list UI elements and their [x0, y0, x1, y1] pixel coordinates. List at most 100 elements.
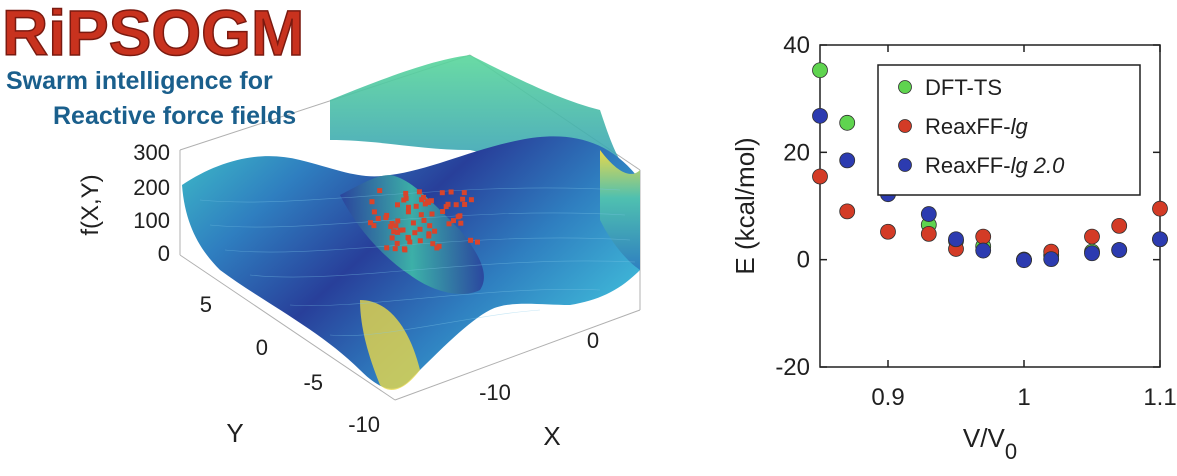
data-point [839, 203, 856, 220]
legend-label-main: ReaxFF- [925, 153, 1011, 178]
z-tick-label: 100 [133, 208, 170, 233]
legend-label-tail: 2.0 [1028, 153, 1065, 178]
particle [468, 237, 474, 243]
data-point [880, 223, 896, 240]
legend-marker [898, 158, 912, 172]
y-tick-label: -20 [775, 354, 810, 381]
banner: RiPSOGM Swarm intelligence for Reactive … [1, 0, 305, 130]
y-tick-label: 0 [256, 335, 268, 360]
data-point [812, 62, 828, 79]
particle [457, 213, 463, 219]
data-points [812, 62, 1168, 269]
particle [422, 201, 428, 207]
particle [416, 189, 422, 195]
y-tick-label: 0 [797, 247, 810, 274]
particle [394, 240, 400, 246]
particle [448, 189, 454, 195]
legend-marker [898, 119, 912, 133]
particle [377, 188, 383, 194]
data-point [812, 107, 828, 124]
particle [371, 209, 377, 215]
particle [375, 216, 381, 221]
swarm-particles [368, 188, 480, 253]
particle [400, 227, 406, 233]
banner-subtitle-line2: Reactive force fields [53, 102, 296, 130]
particle [412, 230, 418, 236]
x-axis-label: V/V0 [963, 423, 1017, 464]
x-axis-label-subscript: 0 [1005, 439, 1017, 464]
particle [439, 190, 445, 196]
data-point [1084, 228, 1100, 245]
legend-label-italic: lg [1011, 114, 1029, 139]
legend-label-italic: lg [1011, 153, 1029, 178]
particle [430, 241, 436, 247]
data-point [1084, 245, 1100, 262]
particle [371, 223, 377, 229]
data-point [1043, 251, 1060, 268]
particle [410, 220, 416, 226]
particle [401, 246, 407, 252]
y-tick-label: 20 [783, 139, 810, 166]
surface-right-wall [600, 150, 640, 270]
y-axis-label: E (kcal/mol) [730, 137, 760, 274]
x-tick-label: 1.1 [1143, 384, 1176, 411]
particle [397, 227, 403, 233]
particle [393, 223, 399, 229]
particle [427, 223, 433, 229]
surface-y-label: Y [226, 418, 243, 448]
particle [432, 228, 438, 234]
y-axis: -20 0 20 40 [775, 32, 1160, 381]
legend-box [877, 64, 1141, 196]
surface-y-ticks: 5 0 -5 -10 [200, 292, 380, 437]
legend-label-main: ReaxFF- [925, 114, 1011, 139]
particle [428, 198, 434, 204]
surface-z-ticks: 300 200 100 0 [133, 140, 170, 266]
particle [403, 195, 409, 201]
legend-label-main: DFT-TS [925, 75, 1002, 100]
data-point [1111, 217, 1128, 234]
particle [405, 209, 411, 215]
particle [383, 215, 389, 221]
y-tick-label: 5 [200, 292, 212, 317]
particle [462, 202, 468, 207]
particle [417, 226, 423, 232]
y-tick-label: -5 [303, 370, 323, 395]
data-point [975, 228, 992, 245]
particle [429, 211, 435, 217]
particle [406, 235, 411, 241]
data-point [1111, 242, 1128, 258]
particle [458, 220, 464, 226]
surface-plot: 300 200 100 0 f(X,Y) 5 0 -5 -10 Y -10 0 … [77, 54, 641, 451]
legend-label: ReaxFF-lg 2.0 [925, 153, 1065, 178]
data-point [839, 152, 856, 169]
z-tick-label: 0 [158, 241, 170, 266]
particle [417, 238, 423, 244]
particle [443, 204, 449, 210]
banner-title: RiPSOGM [2, 0, 304, 69]
particle [388, 224, 394, 229]
data-point [1152, 231, 1168, 248]
z-tick-label: 300 [133, 140, 170, 165]
particle [391, 229, 397, 235]
particle [369, 199, 375, 205]
particle [389, 221, 395, 226]
particle [395, 229, 401, 235]
x-tick-label: -10 [479, 380, 511, 405]
particle [395, 202, 400, 208]
data-point [975, 242, 992, 259]
z-tick-label: 200 [133, 175, 170, 200]
banner-subtitle-line1: Swarm intelligence for [6, 67, 273, 95]
particle [407, 239, 413, 245]
particle [436, 243, 442, 249]
particle [418, 212, 424, 218]
legend-label: ReaxFF-lg [925, 114, 1028, 139]
x-axis-label-main: V/V [963, 423, 1006, 453]
surface-ridge [340, 175, 484, 295]
data-point [839, 114, 856, 131]
particle [419, 197, 425, 203]
x-axis: 0.9 1 1.1 [871, 45, 1177, 411]
particle [475, 239, 480, 245]
